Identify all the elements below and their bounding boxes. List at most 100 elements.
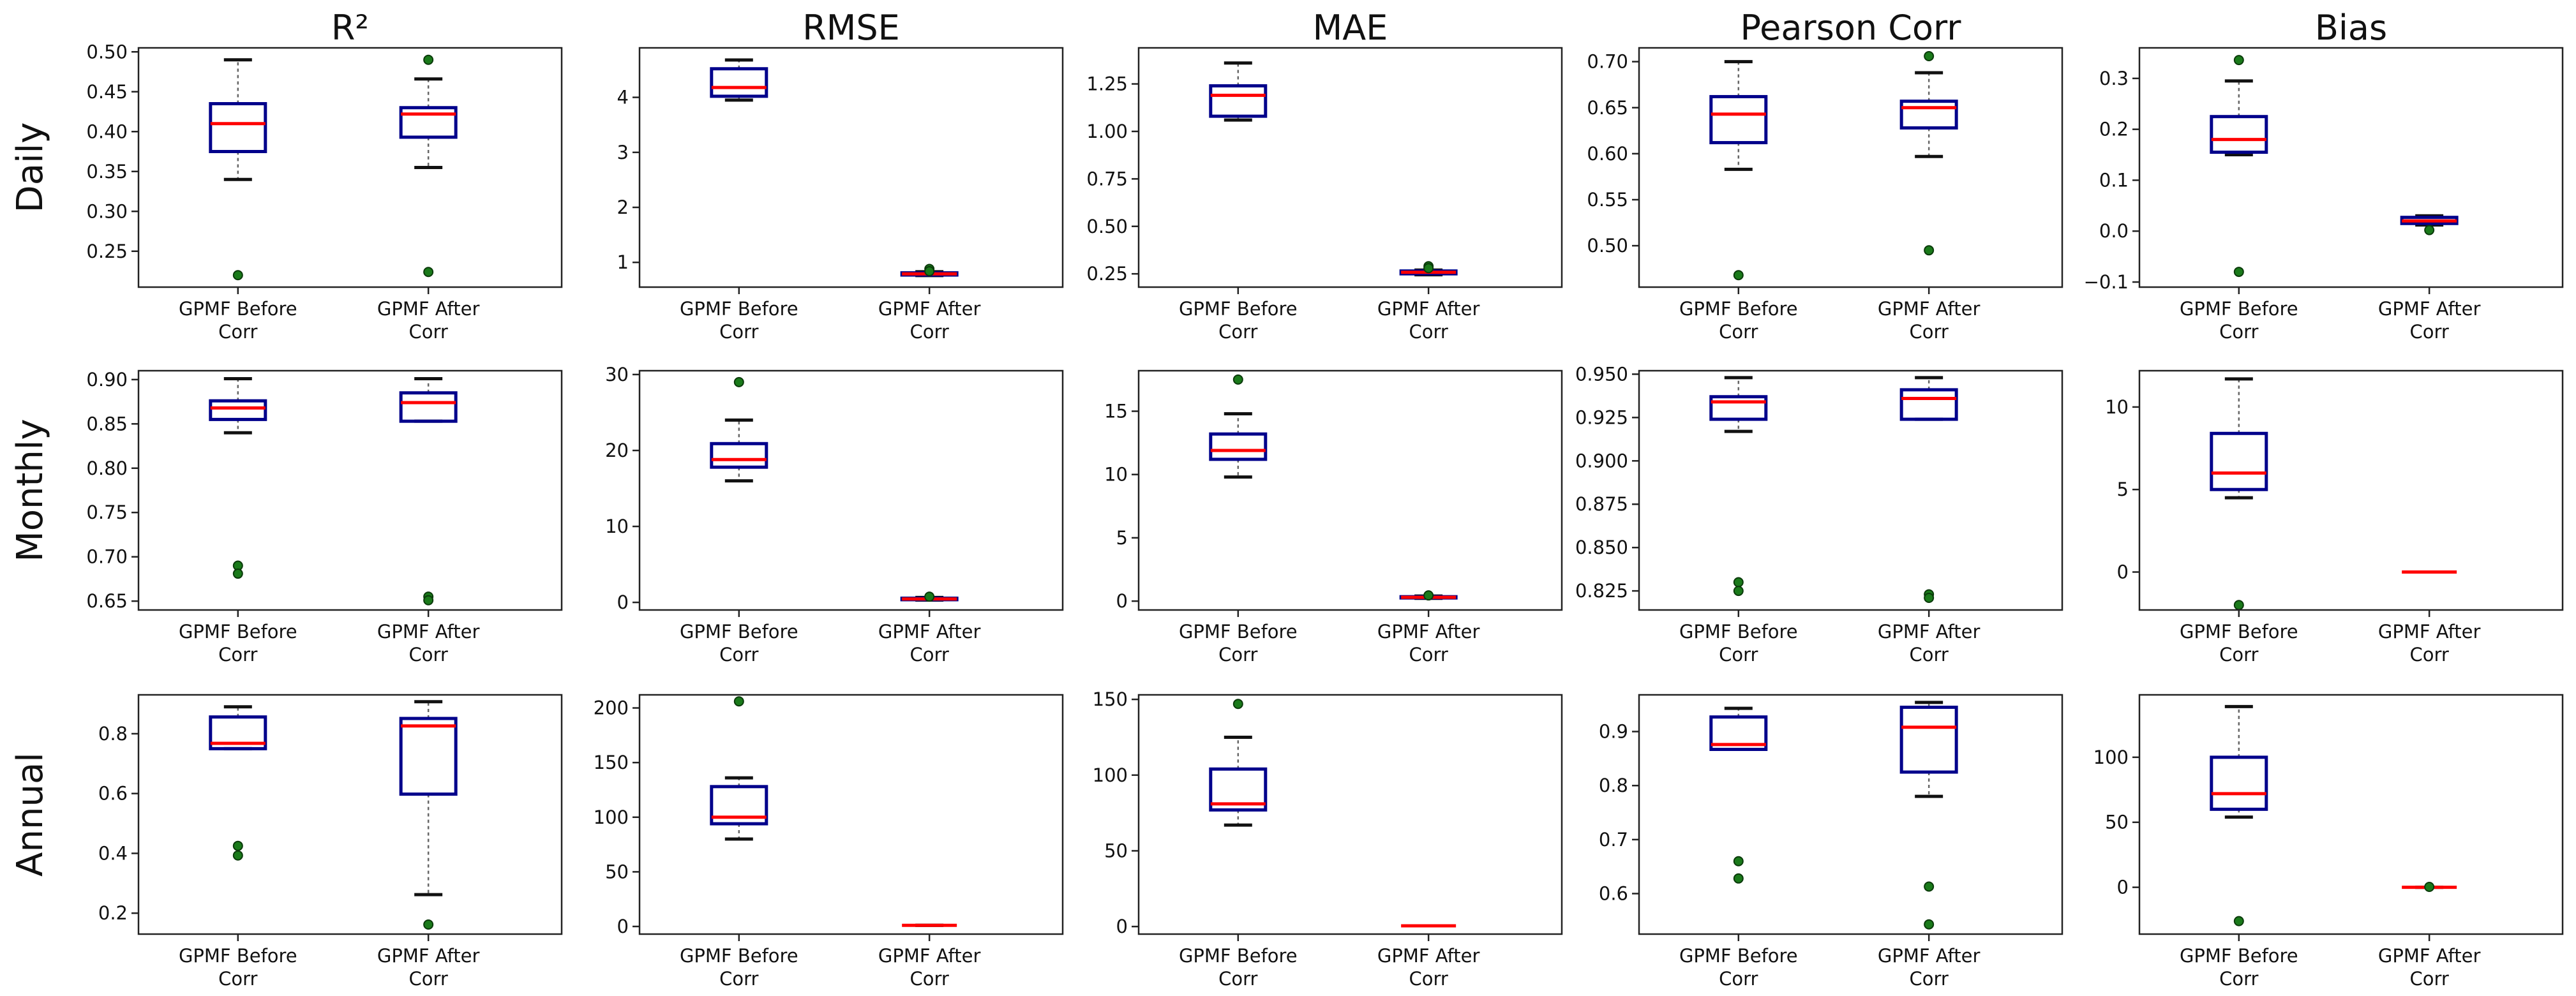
y-tick-label: 50	[1104, 840, 1128, 861]
box-before-corr	[209, 377, 267, 579]
y-tick-label: 0.25	[1086, 263, 1128, 285]
box-before-corr	[710, 376, 768, 483]
panel-frame	[1638, 369, 2063, 611]
y-tick-label: 50	[2105, 812, 2129, 833]
y-tick-label: 0.2	[98, 902, 128, 924]
iqr-box	[209, 102, 267, 153]
x-tick-label: GPMF After Corr	[377, 298, 480, 343]
iqr-box	[710, 442, 768, 469]
y-tick-label: 0.6	[1599, 883, 1628, 905]
outlier-point	[1733, 586, 1744, 597]
box-before-corr	[209, 58, 267, 281]
outlier-point	[1232, 374, 1243, 385]
x-tick-label: GPMF After Corr	[878, 298, 981, 343]
y-tick-label: 20	[605, 440, 629, 461]
y-tick-label: 0.7	[1599, 829, 1628, 851]
panel-frame	[137, 47, 563, 288]
y-tick-label: 10	[605, 516, 629, 537]
x-tick-label: GPMF Before Corr	[1679, 621, 1798, 665]
y-tick-label: 4	[617, 87, 629, 108]
y-tick-label: −0.1	[2084, 271, 2129, 293]
y-tick-label: 0.8	[1599, 775, 1628, 796]
outlier-point	[1733, 270, 1744, 281]
y-tick-label: 0.6	[98, 783, 128, 805]
outlier-point	[232, 840, 243, 851]
outlier-point	[2233, 600, 2244, 611]
outlier-point	[232, 850, 243, 861]
box-before-corr	[1709, 706, 1768, 884]
outlier-point	[2233, 267, 2244, 278]
iqr-box	[209, 715, 267, 750]
x-tick-label: GPMF Before Corr	[179, 945, 297, 990]
panel-frame	[2138, 47, 2564, 288]
outlier-point	[1232, 699, 1243, 710]
y-tick-label: 0	[2117, 877, 2129, 898]
x-tick-label: GPMF Before Corr	[1179, 298, 1298, 343]
panel-monthly-pearson-corr: 0.825 0.850 0.875 0.900 0.925 0.950 GPMF Befor…	[1575, 363, 2063, 665]
x-tick-label: GPMF Before Corr	[179, 621, 297, 665]
y-tick-label: 1.00	[1086, 121, 1128, 142]
y-tick-label: 0.925	[1575, 406, 1628, 428]
panel-annual-rmse: 0 50 100 150 200 GPMF Before Corr GPMF After Cor…	[594, 694, 1064, 990]
panel-frame	[638, 47, 1064, 288]
box-before-corr	[2210, 377, 2268, 611]
outlier-point	[423, 267, 434, 278]
panel-monthly-mae: 0 5 10 15 GPMF Before Corr GPMF After Corr	[1104, 369, 1563, 665]
y-tick-label: 0.60	[1587, 143, 1628, 165]
outlier-point	[2233, 916, 2244, 926]
y-tick-label: 0.50	[86, 41, 128, 63]
y-tick-label: 0.0	[2099, 220, 2129, 242]
y-tick-label: 0.90	[86, 369, 128, 390]
box-after-corr	[1899, 50, 1958, 256]
panel-frame	[2138, 369, 2564, 611]
x-tick-label: GPMF After Corr	[1878, 621, 1981, 665]
y-tick-label: 0.875	[1575, 493, 1628, 515]
panel-frame	[1638, 694, 2063, 935]
outlier-point	[1924, 245, 1935, 256]
y-tick-label: 0.3	[2099, 68, 2129, 89]
iqr-box	[2210, 431, 2268, 491]
iqr-box	[1899, 705, 1958, 774]
y-tick-label: 0	[1116, 916, 1128, 937]
outlier-point	[733, 376, 744, 387]
x-tick-label: GPMF After Corr	[2378, 621, 2481, 665]
box-after-corr	[1899, 376, 1958, 603]
y-tick-label: 0.75	[1086, 168, 1128, 190]
outlier-point	[423, 54, 434, 65]
outlier-point	[2424, 882, 2435, 893]
panel-frame	[638, 369, 1064, 611]
box-after-corr	[399, 377, 458, 606]
iqr-box	[399, 391, 458, 423]
y-tick-label: 100	[1093, 764, 1128, 786]
box-before-corr	[2210, 55, 2268, 278]
y-tick-label: 0.2	[2099, 119, 2129, 140]
panel-annual-mae: 0 50 100 150 GPMF Before Corr GPMF After Corr	[1093, 688, 1563, 990]
y-tick-label: 0	[617, 591, 629, 613]
box-after-corr	[1899, 701, 1958, 930]
iqr-box	[1209, 432, 1268, 461]
iqr-box	[399, 717, 458, 796]
box-before-corr	[710, 696, 768, 841]
outlier-point	[423, 919, 434, 930]
y-tick-label: 0.25	[86, 241, 128, 262]
outlier-point	[232, 270, 243, 281]
outlier-point	[2424, 225, 2435, 235]
y-tick-label: 0.4	[98, 842, 128, 864]
column-title-r2: R²	[331, 8, 369, 48]
outlier-point	[1733, 873, 1744, 884]
row-title-monthly: Monthly	[10, 419, 51, 561]
iqr-box	[1209, 767, 1268, 812]
iqr-box	[1209, 84, 1268, 118]
y-tick-label: 50	[605, 861, 629, 882]
y-tick-label: 200	[594, 697, 629, 719]
panel-annual-r2: 0.2 0.4 0.6 0.8 GPMF Before Corr GPMF After Cor…	[98, 694, 563, 990]
outlier-point	[1423, 590, 1434, 601]
outlier-point	[232, 569, 243, 579]
panel-frame	[137, 694, 563, 935]
x-tick-label: GPMF After Corr	[878, 945, 981, 990]
y-tick-label: 15	[1104, 400, 1128, 422]
box-before-corr	[1209, 374, 1268, 479]
box-before-corr	[1209, 61, 1268, 122]
panel-frame	[1638, 47, 2063, 288]
